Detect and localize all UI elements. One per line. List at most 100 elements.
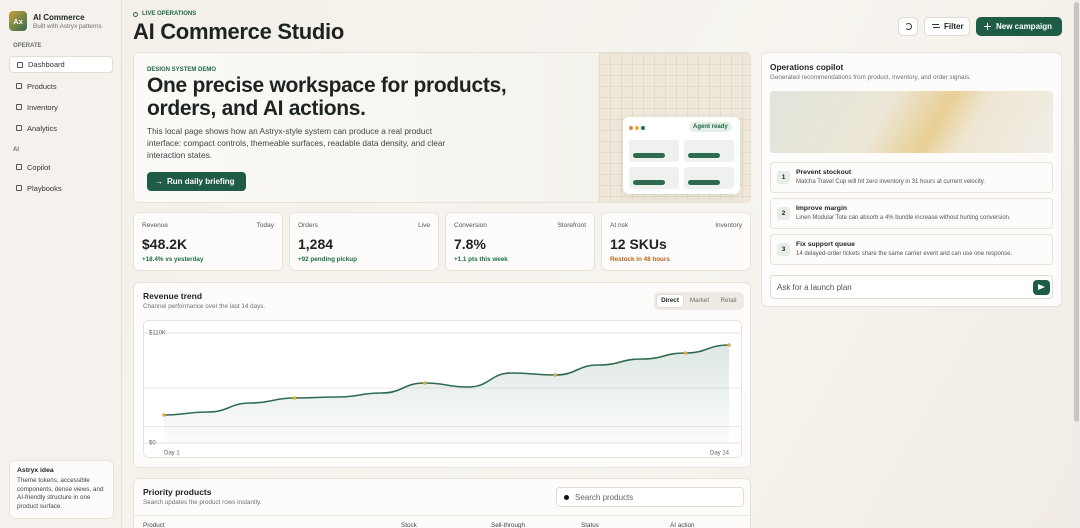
kpi-context: Inventory [715, 222, 742, 229]
products-card: Priority products Search updates the pro… [133, 478, 751, 528]
rec-text: Matcha Travel Cup will hit zero inventor… [796, 179, 985, 185]
recommendation: 3 Fix support queue 14 delayed-order ticke… [770, 234, 1053, 265]
nav-item[interactable]: Analytics [9, 120, 113, 137]
send-icon [1038, 284, 1045, 290]
column-header: Stock [401, 522, 417, 528]
eyebrow: LIVE OPERATIONS [142, 11, 197, 17]
note-card: Astryx idea Theme tokens, accessible com… [9, 460, 114, 519]
x-tick-label: Day 1 [164, 451, 180, 457]
button-label: Filter [944, 22, 964, 31]
nav-item[interactable]: Products [9, 78, 113, 95]
rec-title: Prevent stockout [796, 169, 852, 176]
section-heading: AI [13, 147, 19, 153]
column-header: AI action [670, 522, 695, 528]
area [164, 345, 729, 443]
kpi-delta: +18.4% vs yesterday [142, 256, 204, 263]
tagline: Built with Astryx patterns [33, 23, 102, 30]
x-tick-label: Day 14 [710, 451, 730, 457]
chart-title: Revenue trend [143, 291, 203, 301]
tab[interactable]: Retail [720, 297, 737, 304]
theme-button[interactable] [898, 17, 918, 36]
live-dot [133, 12, 138, 17]
recommendation: 1 Prevent stockout Matcha Travel Cup will … [770, 162, 1053, 193]
kpi-label: At risk [610, 222, 629, 229]
page-title: AI Commerce Studio [133, 19, 344, 44]
tile [684, 140, 734, 162]
tile [629, 167, 679, 189]
hero-text: This local page shows how an Astryx-styl… [147, 126, 446, 160]
kpi-value: $48.2K [142, 236, 188, 252]
arrow-icon: → [155, 177, 163, 186]
tab[interactable]: Market [689, 297, 710, 304]
nav-label: Playbooks [27, 184, 62, 193]
plus-icon [987, 23, 988, 30]
kpi-context: Today [256, 222, 274, 229]
kpi-card: Conversion Storefront 7.8% +1.1 pts this we… [445, 212, 595, 271]
column-header: Sell-through [491, 522, 525, 528]
hero-eyebrow: DESIGN SYSTEM DEMO [147, 67, 217, 73]
moon-icon [905, 23, 912, 30]
rec-number: 2 [777, 207, 790, 220]
nav-label: Dashboard [28, 60, 65, 69]
rec-number: 3 [777, 243, 790, 256]
kpi-value: 7.8% [454, 236, 486, 252]
copilot-card: Operations copilot Generated recommendat… [761, 52, 1062, 307]
dot [641, 126, 645, 130]
dot [635, 126, 639, 130]
rec-title: Improve margin [796, 205, 847, 212]
new-campaign-button[interactable]: New campaign [976, 17, 1062, 36]
copilot-title: Operations copilot [770, 62, 844, 72]
kpi-label: Revenue [142, 222, 169, 229]
section-heading: OPERATE [13, 43, 42, 49]
placeholder: Search products [575, 492, 634, 502]
y-tick-label: $0 [149, 441, 156, 447]
column-header: Status [581, 522, 599, 528]
rec-text: Linen Modular Tote can absorb a 4% bundl… [796, 215, 1011, 221]
kpi-value: 12 SKUs [610, 236, 667, 252]
brand: AI Commerce [33, 13, 85, 22]
rec-title: Fix support queue [796, 241, 855, 248]
nav-item[interactable]: Inventory [9, 99, 113, 116]
kpi-card: At risk Inventory 12 SKUs Restock in 48 hou… [601, 212, 751, 271]
copilot-input[interactable]: Ask for a launch plan [770, 275, 1053, 299]
chart-subtitle: Channel performance over the last 14 day… [143, 303, 266, 310]
note-title: Astryx idea [17, 467, 54, 474]
kpi-value: 1,284 [298, 236, 334, 252]
nav-label: Products [27, 82, 57, 91]
filter-button[interactable]: Filter [924, 17, 970, 36]
kpi-delta: +1.1 pts this week [454, 256, 508, 263]
filter-icon [932, 24, 939, 25]
nav-item[interactable]: Dashboard [9, 56, 113, 73]
kpi-delta: +92 pending pickup [298, 256, 357, 263]
send-button[interactable] [1033, 280, 1050, 295]
copilot-image [770, 91, 1053, 153]
briefing-button[interactable]: → Run daily briefing [147, 172, 246, 191]
sidebar: Ax AI Commerce Built with Astryx pattern… [0, 0, 122, 528]
point [422, 381, 427, 385]
divider [134, 515, 750, 516]
nav-label: Copilot [27, 163, 51, 172]
point [553, 373, 557, 377]
tab-group: Direct Market Retail [654, 292, 744, 310]
kpi-delta: Restock in 48 hours [610, 256, 670, 263]
y-tick-label: $110K [149, 331, 166, 337]
tile [629, 140, 679, 162]
dot [629, 126, 633, 130]
rec-number: 1 [777, 171, 790, 184]
nav-label: Analytics [27, 124, 58, 133]
kpi-context: Live [418, 222, 430, 229]
nav-label: Inventory [27, 103, 58, 112]
tab[interactable]: Direct [661, 297, 679, 304]
copilot-subtitle: Generated recommendations from product, … [770, 74, 971, 81]
scrollbar [1073, 0, 1080, 528]
line [163, 344, 730, 416]
agent-badge: Agent ready [689, 122, 732, 132]
recommendation: 2 Improve margin Linen Modular Tote can ab… [770, 198, 1053, 229]
nav-item[interactable]: Playbooks [9, 180, 113, 197]
products-title: Priority products [143, 487, 212, 497]
search-input[interactable]: Search products [556, 487, 744, 507]
nav-item[interactable]: Copilot [9, 159, 113, 176]
agent-card: Agent ready [623, 117, 740, 194]
kpi-context: Storefront [557, 222, 586, 229]
